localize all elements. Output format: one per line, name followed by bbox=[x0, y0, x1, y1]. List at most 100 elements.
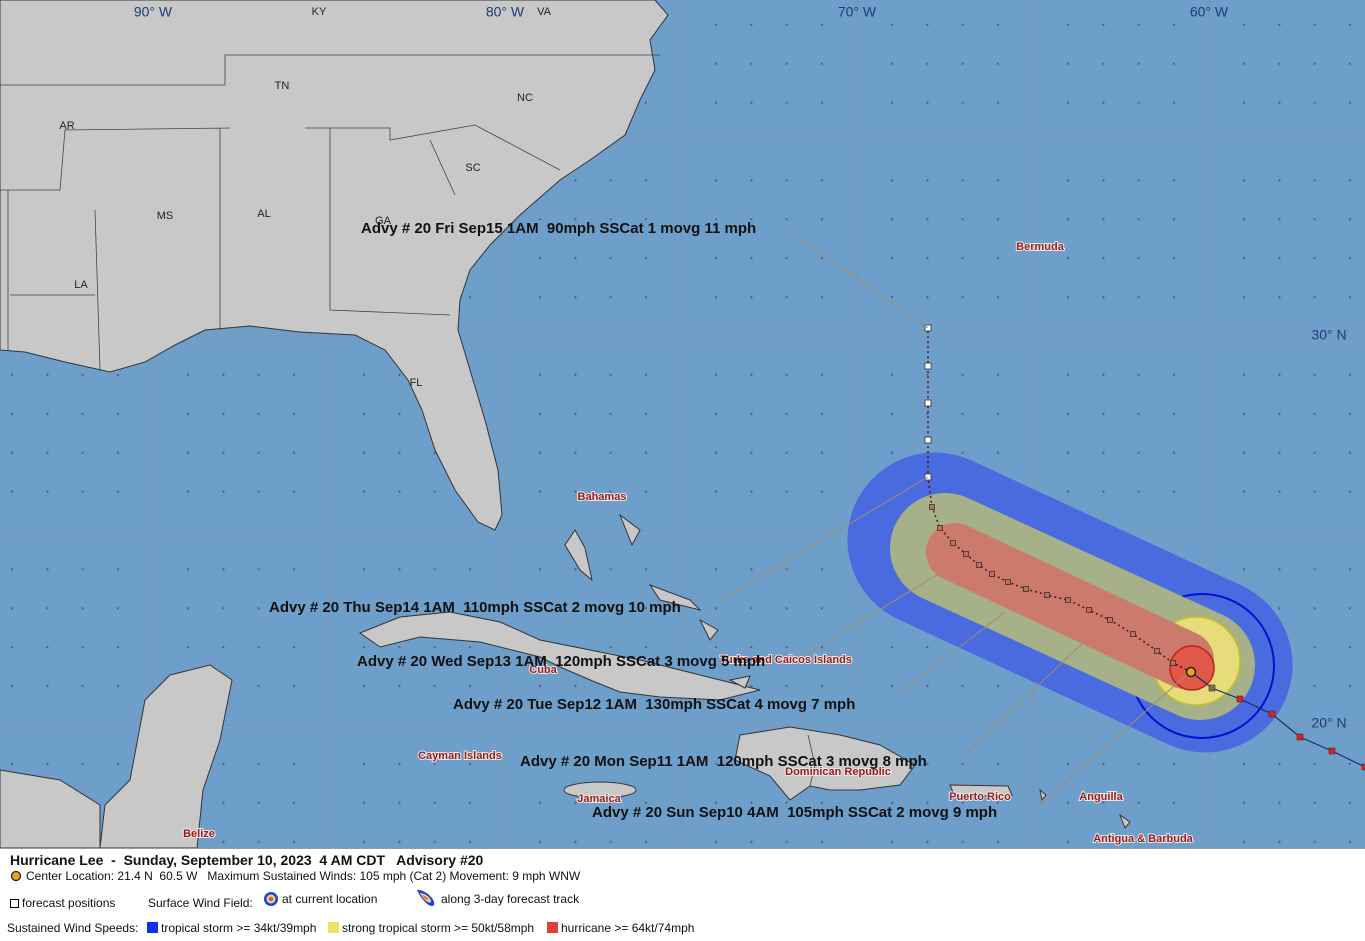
grid-dot bbox=[1313, 23, 1316, 26]
grid-dot bbox=[257, 490, 260, 493]
grid-dot bbox=[433, 762, 436, 765]
state-labels: KY VA TN NC AR SC GA MS AL LA FL bbox=[59, 6, 551, 389]
grid-dot bbox=[539, 568, 542, 571]
grid-dot bbox=[468, 762, 471, 765]
grid-dot bbox=[996, 685, 999, 688]
grid-dot bbox=[891, 62, 894, 65]
grid-dot bbox=[1172, 840, 1175, 843]
grid-dot bbox=[785, 568, 788, 571]
grid-dot bbox=[187, 568, 190, 571]
grid-labels: 90° W 80° W 70° W 60° W 30° N 20° N bbox=[134, 4, 1347, 731]
grid-dot bbox=[539, 607, 542, 610]
grid-dot bbox=[820, 257, 823, 260]
grid-dot bbox=[468, 568, 471, 571]
grid-dot bbox=[222, 646, 225, 649]
grid-dot bbox=[433, 685, 436, 688]
grid-dot bbox=[1278, 607, 1281, 610]
grid-dot bbox=[1137, 762, 1140, 765]
grid-dot bbox=[785, 218, 788, 221]
grid-dot bbox=[644, 607, 647, 610]
forecast-point bbox=[989, 571, 995, 577]
grid-dot bbox=[1313, 646, 1316, 649]
forecast-point bbox=[1107, 617, 1113, 623]
grid-dot bbox=[398, 451, 401, 454]
advisory-label: Advy # 20 Thu Sep14 1AM 110mph SSCat 2 m… bbox=[269, 599, 681, 616]
grid-dot bbox=[1348, 762, 1351, 765]
grid-dot bbox=[574, 840, 577, 843]
grid-dot bbox=[1172, 412, 1175, 415]
grid-dot bbox=[820, 646, 823, 649]
forecast-point bbox=[924, 399, 932, 407]
grid-dot bbox=[1067, 412, 1070, 415]
grid-dot bbox=[609, 646, 612, 649]
grid-dot bbox=[1172, 373, 1175, 376]
grid-dot bbox=[46, 490, 49, 493]
grid-dot bbox=[750, 296, 753, 299]
grid-dot bbox=[1243, 451, 1246, 454]
grid-dot bbox=[820, 607, 823, 610]
place-label: Bahamas bbox=[578, 491, 627, 503]
grid-dot bbox=[609, 451, 612, 454]
grid-dot bbox=[574, 257, 577, 260]
grid-dot bbox=[257, 568, 260, 571]
grid-dot bbox=[292, 568, 295, 571]
grid-dot bbox=[433, 801, 436, 804]
grid-dot bbox=[750, 801, 753, 804]
grid-dot bbox=[715, 412, 718, 415]
grid-dot bbox=[926, 23, 929, 26]
advisory-label: Advy # 20 Wed Sep13 1AM 120mph SSCat 3 m… bbox=[357, 653, 765, 670]
grid-dot bbox=[961, 257, 964, 260]
grid-dot bbox=[1172, 762, 1175, 765]
grid-dot bbox=[961, 62, 964, 65]
grid-dot bbox=[715, 451, 718, 454]
grid-dot bbox=[46, 373, 49, 376]
forecast-point bbox=[1130, 631, 1136, 637]
past-point bbox=[1361, 763, 1365, 771]
grid-dot bbox=[1102, 296, 1105, 299]
grid-dot bbox=[1348, 568, 1351, 571]
grid-dot bbox=[222, 568, 225, 571]
grid-dot bbox=[292, 373, 295, 376]
grid-dot bbox=[785, 451, 788, 454]
grid-dot bbox=[644, 257, 647, 260]
grid-dot bbox=[1348, 412, 1351, 415]
grid-dot bbox=[891, 101, 894, 104]
place-label: Bermuda bbox=[1016, 241, 1065, 253]
current-position bbox=[1185, 666, 1197, 678]
grid-dot bbox=[1278, 490, 1281, 493]
grid-dot bbox=[222, 840, 225, 843]
past-point bbox=[1208, 684, 1216, 692]
grid-dot bbox=[539, 373, 542, 376]
grid-dot bbox=[574, 762, 577, 765]
grid-dot bbox=[1313, 179, 1316, 182]
grid-dot bbox=[187, 412, 190, 415]
grid-dot bbox=[820, 296, 823, 299]
grid-dot bbox=[1172, 801, 1175, 804]
grid-dot bbox=[1067, 840, 1070, 843]
grid-dot bbox=[1172, 451, 1175, 454]
grid-dot bbox=[81, 490, 84, 493]
current-icon bbox=[264, 892, 278, 906]
track-key: along 3-day forecast track bbox=[414, 887, 579, 909]
grid-dot bbox=[46, 451, 49, 454]
grid-dot bbox=[1102, 62, 1105, 65]
grid-dot bbox=[11, 646, 14, 649]
grid-dot bbox=[1102, 373, 1105, 376]
grid-dot bbox=[1278, 101, 1281, 104]
center-text: Center Location: 21.4 N 60.5 W Maximum S… bbox=[26, 869, 581, 883]
grid-dot bbox=[1102, 451, 1105, 454]
grid-dot bbox=[1313, 840, 1316, 843]
state-label: AR bbox=[59, 120, 74, 132]
advisory-label: Advy # 20 Fri Sep15 1AM 90mph SSCat 1 mo… bbox=[361, 220, 756, 237]
grid-dot bbox=[468, 685, 471, 688]
grid-dot bbox=[468, 801, 471, 804]
grid-dot bbox=[715, 490, 718, 493]
grid-dot bbox=[574, 179, 577, 182]
grid-dot bbox=[1243, 801, 1246, 804]
grid-dot bbox=[715, 373, 718, 376]
place-label: Antigua & Barbuda bbox=[1093, 833, 1193, 845]
grid-dot bbox=[1067, 101, 1070, 104]
grid-dot bbox=[257, 801, 260, 804]
grid-dot bbox=[750, 490, 753, 493]
grid-dot bbox=[539, 451, 542, 454]
